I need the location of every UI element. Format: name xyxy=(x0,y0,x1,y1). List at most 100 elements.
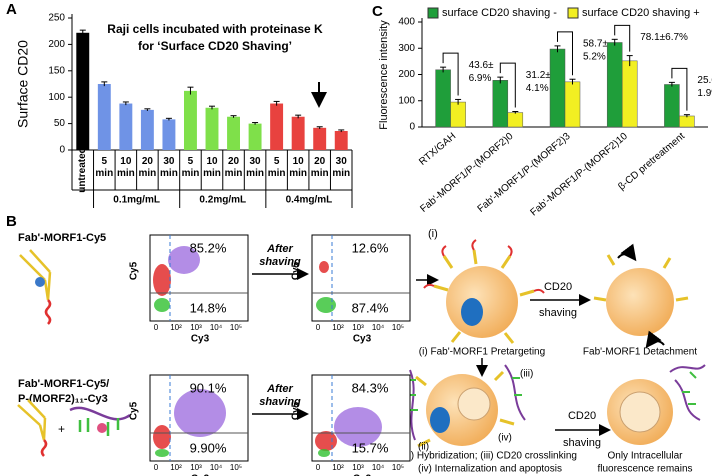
bracket xyxy=(614,24,631,52)
tick-label: 0 xyxy=(154,323,159,332)
annotation: 1.9% xyxy=(697,88,712,99)
tick-label: 0 xyxy=(154,463,159,472)
caption: Only Intracellular xyxy=(607,451,683,462)
bar xyxy=(549,48,566,128)
bracket xyxy=(671,67,688,111)
bar xyxy=(679,115,695,128)
step-label: After xyxy=(266,383,293,395)
tick-label: 10³ xyxy=(352,323,364,332)
annotation: 43.6± xyxy=(469,60,494,71)
group-label: 0.1mg/mL xyxy=(113,195,160,206)
axis-label: Cy3 xyxy=(191,334,210,345)
x-tick-label: 5 min xyxy=(95,156,114,179)
bar xyxy=(621,60,638,128)
x-tick-label: 30 min xyxy=(160,156,178,179)
caption: Fab'-MORF1 Detachment xyxy=(583,347,697,358)
legend-swatch xyxy=(427,7,439,19)
population-cloud xyxy=(319,261,329,273)
tick-label: 10³ xyxy=(190,463,202,472)
bar xyxy=(507,112,524,128)
bar xyxy=(162,119,176,150)
annotation: 31.2± xyxy=(526,70,551,81)
tick-label: 10⁴ xyxy=(210,463,223,472)
panel-label: B xyxy=(6,213,17,230)
legend-label: surface CD20 shaving + xyxy=(582,7,700,19)
step-label: (i) xyxy=(428,228,438,240)
arrow-label: CD20 xyxy=(568,410,596,422)
bar xyxy=(270,103,284,150)
row-label: P-(MORF2)₁₁-Cy3 xyxy=(18,393,108,405)
bar xyxy=(76,32,90,151)
arrow-label: CD20 xyxy=(544,281,572,293)
bar xyxy=(119,103,133,150)
gate-percent: 90.1% xyxy=(190,380,227,395)
step-label: shaving xyxy=(259,256,301,268)
population-cloud xyxy=(174,389,226,437)
y-tick-label: 150 xyxy=(48,65,65,76)
gate-percent: 12.6% xyxy=(352,240,389,255)
bar xyxy=(184,90,197,150)
bar xyxy=(564,81,581,128)
caption: (i) Fab'-MORF1 Pretargeting xyxy=(419,347,545,358)
x-tick-label: RTX/GAH xyxy=(417,131,458,168)
cell-diagram xyxy=(408,239,706,448)
population-cloud xyxy=(153,264,171,296)
population-cloud xyxy=(168,246,200,274)
gate-percent: 87.4% xyxy=(352,300,389,315)
population-cloud xyxy=(334,407,382,447)
bracket xyxy=(442,52,459,96)
tick-label: 10² xyxy=(332,463,344,472)
bar xyxy=(450,101,466,128)
caption: fluorescence remains xyxy=(597,464,692,475)
tick-label: 10⁵ xyxy=(392,463,404,472)
group-label: 0.2mg/mL xyxy=(199,195,246,206)
population-cloud xyxy=(316,297,336,313)
population-cloud xyxy=(155,449,169,457)
y-tick-label: 200 xyxy=(398,69,415,80)
x-tick-label: 10 min xyxy=(116,156,135,179)
annotation: for ‘Surface CD20 Shaving’ xyxy=(138,39,292,53)
y-axis-label: Fluorescence intensity xyxy=(378,20,390,130)
annotation: 6.9% xyxy=(469,73,492,84)
bracket xyxy=(499,62,516,108)
x-tick-label: 20 min xyxy=(138,156,157,179)
bar xyxy=(248,123,262,150)
bar xyxy=(227,116,240,150)
tick-label: 10² xyxy=(332,323,344,332)
legend-swatch xyxy=(567,7,579,19)
y-tick-label: 300 xyxy=(398,43,415,54)
group-label: 0.4mg/mL xyxy=(286,195,333,206)
tick-label: 0 xyxy=(316,323,321,332)
panel-label: C xyxy=(372,3,383,20)
bar xyxy=(606,42,623,128)
arrow-label: shaving xyxy=(563,437,601,449)
axis-label: Cy5 xyxy=(129,401,140,420)
step-label: After xyxy=(266,243,293,255)
arrow-label: shaving xyxy=(539,307,577,319)
y-tick-label: 100 xyxy=(48,92,65,103)
axis-label: Cy5 xyxy=(291,401,302,420)
y-tick-label: 250 xyxy=(48,13,65,24)
y-tick-label: 0 xyxy=(409,122,415,133)
gate-percent: 9.90% xyxy=(190,440,227,455)
x-tick-label: 10 min xyxy=(289,156,308,179)
row-label: Fab'-MORF1-Cy5/ xyxy=(18,378,109,390)
annotation: 58.7± xyxy=(583,39,608,50)
bracket xyxy=(557,31,573,76)
tick-label: 10⁴ xyxy=(372,463,385,472)
tick-label: 10³ xyxy=(190,323,202,332)
x-tick-label: untreated xyxy=(76,147,88,193)
annotation: 25.6± xyxy=(697,75,712,86)
step-label: (iii) xyxy=(520,369,533,380)
tick-label: 10² xyxy=(170,463,182,472)
row-label: Fab'-MORF1-Cy5 xyxy=(18,232,106,244)
x-tick-label: Fab'-MORF1/P-(MORF2)3 xyxy=(476,131,573,215)
step-label: (ii) xyxy=(418,442,429,453)
probe-cartoon: + xyxy=(17,249,131,457)
population-cloud xyxy=(154,298,170,312)
x-tick-label: 10 min xyxy=(203,156,221,179)
y-tick-label: 200 xyxy=(48,39,65,50)
gate-percent: 15.7% xyxy=(352,440,389,455)
x-tick-label: 20 min xyxy=(310,156,329,179)
